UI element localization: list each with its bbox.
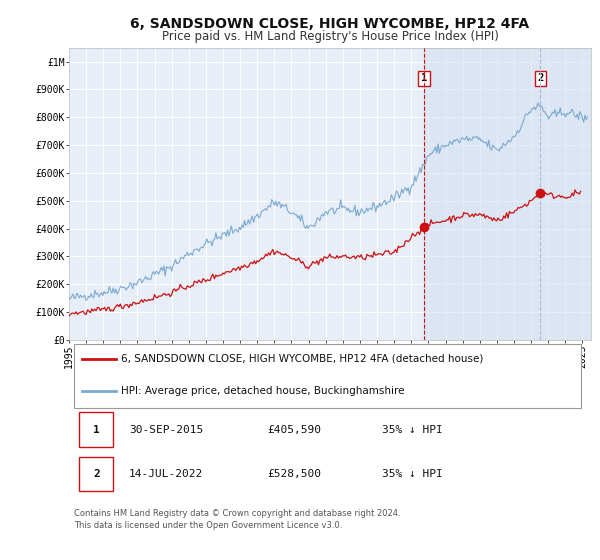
Text: 6, SANDSDOWN CLOSE, HIGH WYCOMBE, HP12 4FA (detached house): 6, SANDSDOWN CLOSE, HIGH WYCOMBE, HP12 4… (121, 354, 484, 364)
Text: 6, SANDSDOWN CLOSE, HIGH WYCOMBE, HP12 4FA: 6, SANDSDOWN CLOSE, HIGH WYCOMBE, HP12 4… (130, 16, 530, 30)
Text: 1: 1 (421, 73, 427, 83)
Text: 30-SEP-2015: 30-SEP-2015 (129, 424, 203, 435)
Text: 35% ↓ HPI: 35% ↓ HPI (382, 469, 443, 479)
FancyBboxPatch shape (79, 412, 113, 447)
Text: 1: 1 (93, 424, 100, 435)
Text: Contains HM Land Registry data © Crown copyright and database right 2024.
This d: Contains HM Land Registry data © Crown c… (74, 509, 401, 530)
FancyBboxPatch shape (79, 457, 113, 491)
Bar (424, 48, 591, 340)
Text: £405,590: £405,590 (268, 424, 322, 435)
Text: 14-JUL-2022: 14-JUL-2022 (129, 469, 203, 479)
FancyBboxPatch shape (74, 344, 581, 408)
Text: 35% ↓ HPI: 35% ↓ HPI (382, 424, 443, 435)
Text: 2: 2 (537, 73, 544, 83)
Text: HPI: Average price, detached house, Buckinghamshire: HPI: Average price, detached house, Buck… (121, 386, 404, 396)
Text: 2: 2 (93, 469, 100, 479)
Text: Price paid vs. HM Land Registry's House Price Index (HPI): Price paid vs. HM Land Registry's House … (161, 30, 499, 43)
Text: £528,500: £528,500 (268, 469, 322, 479)
